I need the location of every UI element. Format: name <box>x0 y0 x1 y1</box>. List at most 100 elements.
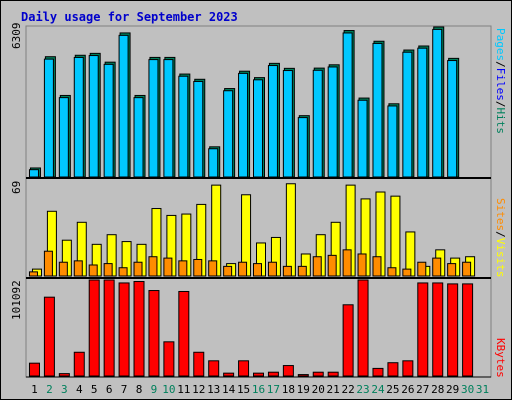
kbytes-bar-day-14 <box>223 372 235 377</box>
visits-bar-day-25 <box>390 195 401 277</box>
legend-sites-visits-entry: / <box>494 231 507 238</box>
kbytes-bar-day-11 <box>178 290 190 377</box>
pages-bar-day-25 <box>387 105 398 178</box>
sites-bar-day-6 <box>103 263 113 277</box>
sites-bar-day-25 <box>387 267 397 277</box>
day-label-7: 7 <box>121 383 128 396</box>
chart-title: Daily usage for September 2023 <box>21 10 238 24</box>
day-label-16: 16 <box>252 383 265 396</box>
day-label-2: 2 <box>46 383 53 396</box>
pages-bar-day-23 <box>357 99 368 178</box>
day-label-30: 30 <box>461 383 474 396</box>
pages-bar-day-2 <box>43 58 54 178</box>
pages-bar-day-15 <box>238 72 249 178</box>
day-label-26: 26 <box>401 383 414 396</box>
kbytes-bar-day-3 <box>58 373 70 377</box>
day-label-5: 5 <box>91 383 98 396</box>
kbytes-bar-day-2 <box>43 296 55 377</box>
day-label-6: 6 <box>106 383 113 396</box>
panel3-max-label: 101092 <box>10 280 23 320</box>
day-label-21: 21 <box>327 383 340 396</box>
pages-bar-day-10 <box>163 59 174 178</box>
sites-bar-day-3 <box>58 261 68 277</box>
pages-bar-day-1 <box>28 169 39 178</box>
day-label-10: 10 <box>162 383 175 396</box>
legend-pages-files-hits-entry: / <box>494 61 507 68</box>
kbytes-bar-day-10 <box>163 341 175 377</box>
kbytes-bar-day-13 <box>208 360 220 377</box>
pages-bar-day-8 <box>133 97 144 178</box>
sites-bar-day-16 <box>253 263 262 277</box>
day-label-14: 14 <box>222 383 236 396</box>
pages-bar-day-18 <box>282 70 293 178</box>
sites-bar-day-11 <box>178 260 188 277</box>
pages-bar-day-20 <box>312 69 323 178</box>
legend-kbytes: KBytes <box>494 338 507 378</box>
sites-bar-day-4 <box>73 260 83 277</box>
kbytes-bar-day-27 <box>417 282 429 377</box>
sites-bar-day-7 <box>118 267 128 277</box>
sites-bar-day-18 <box>282 265 292 277</box>
legend-pages-files-hits: Pages/Files/Hits <box>494 28 507 134</box>
sites-bar-day-5 <box>88 264 98 277</box>
kbytes-bar-day-21 <box>327 371 339 377</box>
pages-bar-day-24 <box>372 42 383 178</box>
pages-bar-day-3 <box>58 97 69 178</box>
pages-bar-day-28 <box>432 28 443 178</box>
sites-bar-day-13 <box>208 260 218 277</box>
kbytes-bar-day-1 <box>28 362 40 377</box>
pages-bar-day-7 <box>118 34 129 178</box>
sites-bar-day-9 <box>148 256 158 277</box>
sites-bar-day-12 <box>193 258 203 277</box>
sites-bar-day-15 <box>238 261 248 277</box>
pages-bar-day-16 <box>253 79 263 178</box>
day-label-24: 24 <box>371 383 385 396</box>
pages-bar-day-19 <box>297 117 308 178</box>
kbytes-bar-day-23 <box>357 279 369 377</box>
kbytes-bar-day-25 <box>387 362 399 377</box>
sites-bar-day-26 <box>402 268 412 277</box>
pages-bar-day-5 <box>88 55 99 178</box>
kbytes-bar-day-20 <box>312 371 324 377</box>
kbytes-bar-day-12 <box>193 351 205 377</box>
legend-sites-visits-entry: Sites <box>494 198 507 231</box>
kbytes-bar-day-19 <box>297 374 309 377</box>
kbytes-bar-day-17 <box>267 371 279 377</box>
panel2-max-label: 69 <box>10 181 23 194</box>
sites-bar-day-8 <box>133 261 143 277</box>
kbytes-bar-day-24 <box>372 367 384 377</box>
sites-bar-day-10 <box>163 257 173 277</box>
legend-pages-files-hits-entry: / <box>494 101 507 108</box>
sites-bar-day-19 <box>297 265 307 277</box>
legend-pages-files-hits-entry: Hits <box>494 108 507 135</box>
kbytes-bar-day-8 <box>133 281 145 377</box>
kbytes-bar-day-26 <box>402 360 414 377</box>
pages-bar-day-29 <box>447 60 458 178</box>
pages-bar-day-14 <box>223 90 234 178</box>
day-label-11: 11 <box>177 383 190 396</box>
kbytes-bar-day-18 <box>282 365 294 377</box>
legend-sites-visits: Sites/Visits <box>494 198 507 278</box>
day-label-4: 4 <box>76 383 83 396</box>
pages-bar-day-21 <box>327 66 338 178</box>
day-label-15: 15 <box>237 383 250 396</box>
kbytes-bar-day-28 <box>432 282 444 377</box>
day-label-13: 13 <box>207 383 220 396</box>
day-label-27: 27 <box>416 383 429 396</box>
day-label-28: 28 <box>431 383 444 396</box>
day-label-22: 22 <box>341 383 354 396</box>
pages-bar-day-6 <box>103 63 114 178</box>
day-label-1: 1 <box>31 383 38 396</box>
sites-bar-day-2 <box>43 250 53 277</box>
kbytes-bar-day-4 <box>73 351 85 377</box>
kbytes-bar-day-30 <box>462 283 474 377</box>
day-label-19: 19 <box>297 383 310 396</box>
day-label-23: 23 <box>356 383 369 396</box>
legend-sites-visits-entry: Visits <box>494 238 507 278</box>
pages-bar-day-4 <box>73 56 84 178</box>
legend-pages-files-hits-entry: Files <box>494 68 507 101</box>
sites-bar-day-22 <box>342 249 352 277</box>
pages-bar-day-13 <box>208 148 219 178</box>
sites-bar-day-29 <box>447 263 457 277</box>
